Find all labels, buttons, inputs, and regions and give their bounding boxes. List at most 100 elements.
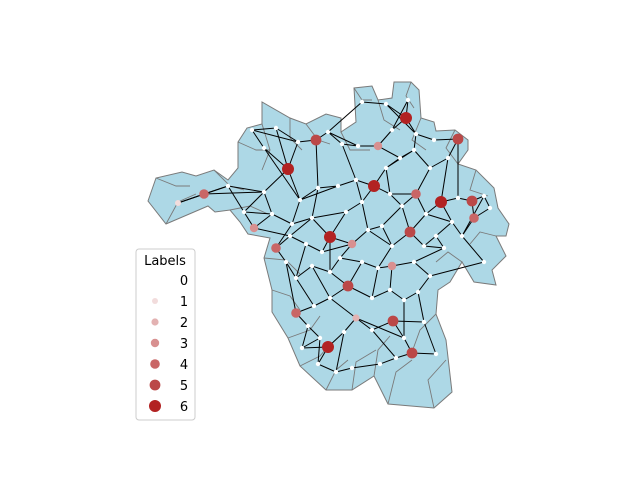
network-edge (413, 149, 431, 169)
network-node (387, 191, 393, 197)
network-node (413, 131, 419, 137)
region-border (435, 251, 463, 263)
network-edge (317, 337, 321, 365)
network-edge (311, 187, 319, 219)
network-edge (417, 275, 431, 293)
network-node (375, 265, 381, 271)
network-edge (275, 127, 299, 143)
network-edge (413, 247, 445, 263)
network-node (459, 233, 465, 239)
network-edge (385, 167, 391, 195)
network-edge (311, 265, 331, 273)
network-edge (289, 235, 307, 245)
network-edge (381, 205, 403, 227)
network-node (349, 365, 355, 371)
network-edge (435, 221, 453, 237)
network-edge (451, 221, 463, 237)
region-border (469, 169, 489, 197)
network-node (175, 200, 181, 206)
network-edge (327, 131, 343, 145)
network-edge (379, 357, 397, 365)
network-node (352, 314, 360, 322)
network-node (269, 211, 275, 217)
legend-marker (152, 277, 158, 283)
network-edge (389, 289, 405, 301)
network-node (325, 129, 331, 135)
network-edge (327, 101, 363, 133)
network-node (295, 139, 301, 145)
network-node (373, 141, 383, 151)
region-border (340, 131, 370, 151)
network-node (387, 287, 393, 293)
network-edge (311, 211, 347, 219)
network-edge (317, 185, 339, 189)
network-node (315, 361, 321, 367)
network-node (359, 259, 365, 265)
network-node (303, 241, 309, 247)
network-edge (295, 265, 313, 279)
network-edge (351, 363, 381, 369)
network-edge (361, 201, 369, 231)
network-edge (355, 179, 363, 203)
network-node (365, 227, 371, 233)
network-edge (275, 223, 293, 249)
network-node (355, 143, 361, 149)
network-node (315, 185, 321, 191)
network-edge (429, 261, 485, 277)
network-edge (271, 213, 293, 225)
legend-box (135, 248, 196, 421)
network-node (271, 243, 281, 253)
network-node (421, 243, 427, 249)
region-border (287, 315, 321, 339)
network-edge (440, 157, 449, 203)
network-node (433, 351, 439, 357)
network-node (261, 145, 267, 151)
network-edge (301, 337, 321, 349)
network-edge (299, 185, 339, 201)
network-node (481, 193, 487, 199)
legend-marker (151, 318, 159, 326)
legend-marker (152, 298, 158, 304)
network-edge (291, 199, 301, 225)
network-node (433, 233, 439, 239)
network-node (324, 231, 336, 243)
network-node (404, 226, 416, 238)
network-node (421, 319, 427, 325)
network-edge (345, 201, 363, 213)
network-edge (341, 143, 357, 181)
legend-label: 3 (180, 337, 188, 352)
network-edge (313, 297, 331, 307)
network-node (293, 275, 299, 281)
network-node (427, 273, 433, 279)
network-node (339, 141, 345, 147)
network-node (389, 243, 395, 249)
legend: Labels 0 1 2 3 4 5 6 (135, 248, 196, 421)
network-edge (251, 129, 265, 149)
network-node (387, 315, 399, 327)
network-node (342, 280, 354, 292)
network-edge (291, 217, 313, 225)
network-edge (285, 261, 297, 279)
network-node (309, 215, 315, 221)
network-edge (361, 261, 379, 269)
network-node (282, 163, 294, 175)
legend-items: 0 1 2 3 4 5 6 (149, 274, 188, 415)
network-node (322, 341, 334, 353)
network-edge (423, 235, 437, 247)
network-edge (415, 133, 435, 141)
network-node (353, 177, 359, 183)
network-node (379, 223, 385, 229)
network-edge (243, 191, 265, 213)
region-border (469, 231, 497, 245)
region-border (373, 335, 391, 377)
network-edge (361, 101, 387, 105)
region-border (411, 117, 427, 151)
network-node (309, 263, 315, 269)
network-node (399, 203, 405, 209)
network-node (411, 259, 417, 265)
network-node (377, 361, 383, 367)
network-node (445, 155, 451, 161)
network-node (341, 329, 347, 335)
network-edge (327, 131, 359, 147)
